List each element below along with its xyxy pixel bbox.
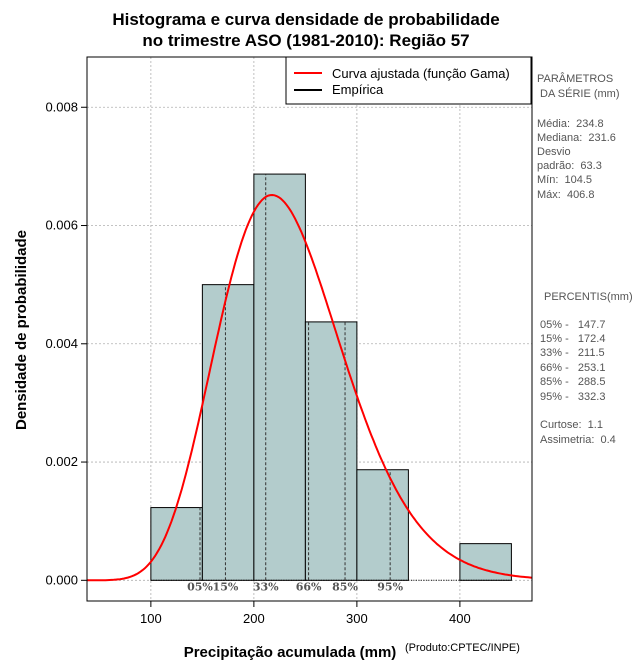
histogram-bar-2 (253, 173, 306, 581)
product-credit: (Produto:CPTEC/INPE) (405, 642, 520, 654)
percentile-lines (199, 174, 391, 581)
stat-stddev-label: Desvio (537, 146, 571, 158)
stat-kurtosis: Curtose: 1.1 (540, 419, 603, 431)
params-title-1: PARÂMETROS (537, 72, 613, 85)
x-tick-label-300: 300 (346, 611, 368, 626)
x-tick-label-400: 400 (449, 611, 471, 626)
y-tick-label-3: 0.006 (45, 218, 78, 233)
percentile-labels: 05% 15% 33% 66% 85% 95% (187, 580, 403, 593)
y-tick-label-2: 0.004 (45, 336, 78, 351)
series-parameters-panel: PARÂMETROS DA SÉRIE (mm) Média: 234.8 Me… (537, 72, 633, 446)
percentile-label-3: 66% (296, 580, 322, 593)
params-title-2: DA SÉRIE (mm) (537, 87, 620, 100)
histogram-bar-3 (304, 321, 358, 581)
legend-label-gamma: Curva ajustada (função Gama) (332, 66, 510, 81)
percentile-label-1: 15% (213, 580, 239, 593)
stat-max: Máx: 406.8 (537, 189, 594, 201)
percentile-label-5: 95% (377, 580, 403, 593)
x-axis: 100 200 300 400 (140, 601, 471, 626)
percentil-05: 05% - 147.7 (540, 319, 605, 331)
chart-title-line-2: no trimestre ASO (1981-2010): Região 57 (142, 31, 469, 50)
histogram-bars (150, 173, 512, 581)
x-axis-title: Precipitação acumulada (mm) (184, 644, 397, 660)
percentil-15: 15% - 172.4 (540, 333, 605, 345)
legend-box (285, 56, 532, 105)
y-tick-label-4: 0.008 (45, 99, 78, 114)
stat-median: Mediana: 231.6 (537, 132, 616, 144)
gamma-curve-layer (87, 193, 533, 582)
percentil-66: 66% - 253.1 (540, 362, 605, 374)
percentile-label-4: 85% (332, 580, 358, 593)
stat-mean: Média: 234.8 (537, 118, 604, 130)
percentil-33: 33% - 211.5 (540, 347, 605, 359)
y-axis-title: Densidade de probabilidade (13, 230, 30, 430)
histogram-bar-4 (356, 469, 409, 581)
percentil-85: 85% - 288.5 (540, 376, 605, 388)
y-tick-label-0: 0.000 (45, 572, 78, 587)
percentile-label-0: 05% (187, 580, 213, 593)
legend: Curva ajustada (função Gama) Empírica (285, 56, 532, 105)
x-tick-label-200: 200 (243, 611, 265, 626)
y-tick-label-1: 0.002 (45, 454, 78, 469)
stat-min: Mín: 104.5 (537, 174, 592, 186)
y-axis: 0.000 0.002 0.004 0.006 0.008 (45, 99, 87, 587)
gamma-curve (87, 193, 533, 582)
percentil-95: 95% - 332.3 (540, 391, 605, 403)
legend-label-empirical: Empírica (332, 82, 384, 97)
percentile-label-2: 33% (253, 580, 279, 593)
histogram-bar-0 (150, 507, 203, 581)
stat-skewness: Assimetria: 0.4 (540, 434, 616, 446)
x-tick-label-100: 100 (140, 611, 162, 626)
chart-title-line-1: Histograma e curva densidade de probabil… (112, 10, 499, 29)
percentis-title: PERCENTIS(mm) (544, 291, 633, 303)
stat-stddev: padrão: 63.3 (537, 160, 602, 172)
histogram-bar-1 (201, 284, 255, 581)
